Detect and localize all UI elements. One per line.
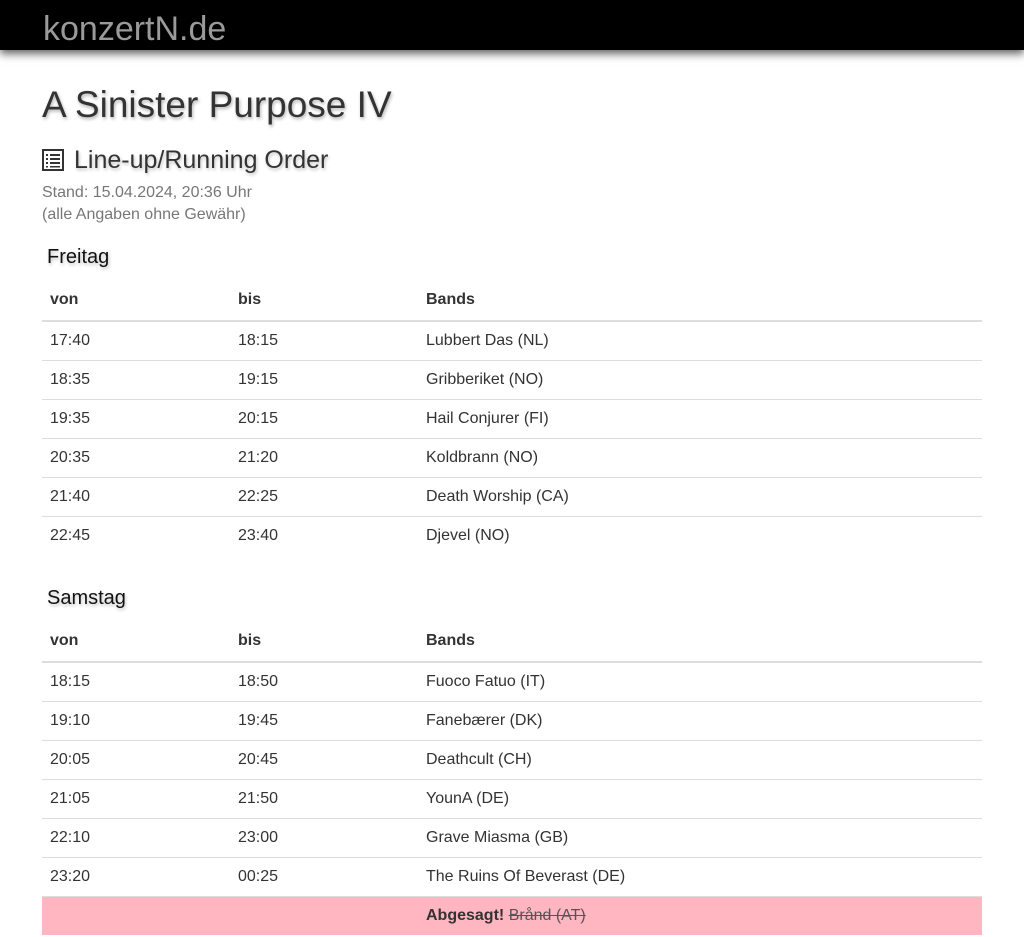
- band-name: Gribberiket (NO): [418, 359, 982, 399]
- start-time: 20:35: [42, 437, 230, 477]
- cancelled-band: Brånd (AT): [508, 906, 586, 924]
- table-row: 18:15 18:50 Fuoco Fatuo (IT): [42, 662, 982, 701]
- table-row: 21:40 22:25 Death Worship (CA): [42, 476, 982, 516]
- band-name: Koldbrann (NO): [418, 437, 982, 477]
- table-row: 21:05 21:50 YounA (DE): [42, 778, 982, 818]
- column-header-von: von: [42, 280, 230, 322]
- start-time: 17:40: [50, 331, 91, 349]
- cancelled-row: Abgesagt! Brånd (AT): [42, 895, 982, 935]
- running-order-table: von bis Bands 17:40 18:15 Lubbert Das (N…: [42, 280, 982, 555]
- end-time: 18:50: [238, 672, 279, 690]
- end-time: 21:50: [230, 778, 418, 818]
- end-time: 19:15: [230, 359, 418, 399]
- band-name: Hail Conjurer (FI): [418, 398, 982, 438]
- table-row: 23:20 00:25 The Ruins Of Beverast (DE): [42, 856, 982, 896]
- day-heading: Samstag: [47, 587, 126, 609]
- band-name: The Ruins Of Beverast (DE): [418, 856, 982, 896]
- end-time: 23:00: [230, 817, 418, 857]
- band-name: YounA (DE): [418, 778, 982, 818]
- start-time: 20:05: [42, 739, 230, 779]
- end-time: 21:20: [230, 437, 418, 477]
- end-time: 19:45: [230, 700, 418, 740]
- end-time: 22:25: [230, 476, 418, 516]
- start-time: 18:15: [50, 672, 91, 690]
- start-time: 22:45: [42, 515, 230, 555]
- table-row: 19:10 19:45 Fanebærer (DK): [42, 700, 982, 740]
- table-row: 20:35 21:20 Koldbrann (NO): [42, 437, 982, 477]
- band-name: Fuoco Fatuo (IT): [426, 672, 546, 690]
- list-icon: [42, 149, 64, 171]
- column-header-bis: bis: [230, 280, 418, 322]
- band-name: Fanebærer (DK): [418, 700, 982, 740]
- end-time: 18:15: [238, 331, 279, 349]
- cancelled-label: Abgesagt!: [426, 906, 505, 924]
- table-row: 20:05 20:45 Deathcult (CH): [42, 739, 982, 779]
- end-time: 20:45: [230, 739, 418, 779]
- column-header-bis: bis: [230, 621, 418, 663]
- end-time: 23:40: [230, 515, 418, 555]
- page-title: A Sinister Purpose IV: [42, 84, 392, 125]
- day-heading: Freitag: [47, 246, 110, 268]
- end-time: 00:25: [230, 856, 418, 896]
- start-time: 23:20: [42, 856, 230, 896]
- start-time: 19:10: [42, 700, 230, 740]
- disclaimer-text: (alle Angaben ohne Gewähr): [42, 206, 246, 223]
- table-row: 22:10 23:00 Grave Miasma (GB): [42, 817, 982, 857]
- brand-link[interactable]: konzertN.de: [43, 10, 227, 48]
- start-time: 21:05: [42, 778, 230, 818]
- main-content: A Sinister Purpose IV Line-up/Running Or…: [0, 84, 1024, 935]
- band-name: Grave Miasma (GB): [418, 817, 982, 857]
- column-header-bands: Bands: [418, 280, 982, 322]
- start-time: 19:35: [42, 398, 230, 438]
- section-title-text: Line-up/Running Order: [74, 146, 329, 174]
- start-time: 22:10: [42, 817, 230, 857]
- band-name: Lubbert Das (NL): [426, 331, 549, 349]
- table-row: 19:35 20:15 Hail Conjurer (FI): [42, 398, 982, 438]
- navbar: konzertN.de: [0, 0, 1024, 50]
- column-header-von: von: [42, 621, 230, 663]
- band-name: Death Worship (CA): [418, 476, 982, 516]
- band-name: Djevel (NO): [418, 515, 982, 555]
- start-time: 18:35: [42, 359, 230, 399]
- table-row: 18:35 19:15 Gribberiket (NO): [42, 359, 982, 399]
- start-time: 21:40: [42, 476, 230, 516]
- end-time: 20:15: [230, 398, 418, 438]
- stand-text: Stand: 15.04.2024, 20:36 Uhr: [42, 184, 252, 201]
- column-header-bands: Bands: [418, 621, 982, 663]
- running-order-table: von bis Bands 18:15 18:50 Fuoco Fatuo (I…: [42, 621, 982, 935]
- band-name: Deathcult (CH): [418, 739, 982, 779]
- table-row: 17:40 18:15 Lubbert Das (NL): [42, 321, 982, 360]
- table-row: 22:45 23:40 Djevel (NO): [42, 515, 982, 555]
- section-title: Line-up/Running Order: [42, 144, 982, 176]
